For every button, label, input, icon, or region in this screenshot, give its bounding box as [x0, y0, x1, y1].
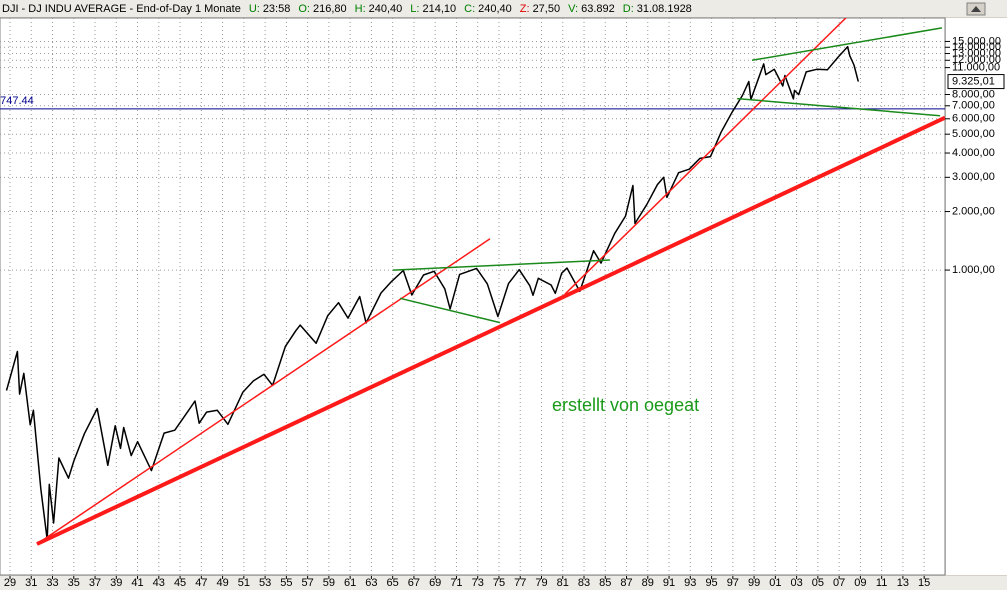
trendline — [737, 97, 941, 117]
y-tick-label: 6.000,00 — [952, 113, 995, 125]
x-tick-label: 77 — [514, 577, 526, 589]
trendline — [399, 297, 501, 324]
x-tick-label: 37 — [89, 577, 101, 589]
x-tick-label: 35 — [68, 577, 80, 589]
y-tick-label: 8.000,00 — [952, 88, 995, 100]
header-title: DJI - DJ INDU AVERAGE - End-of-Day 1 Mon… — [2, 3, 241, 15]
x-tick-label: 81 — [557, 577, 569, 589]
x-tick-label: 01 — [769, 577, 781, 589]
y-tick-label: 1.000,00 — [952, 264, 995, 276]
x-tick-label: 87 — [620, 577, 632, 589]
button-icon — [971, 6, 981, 12]
trendline — [36, 115, 945, 546]
x-tick-label: 63 — [365, 577, 377, 589]
x-tick-label: 73 — [472, 577, 484, 589]
x-tick-label: 83 — [578, 577, 590, 589]
header-key: U: — [249, 3, 260, 15]
x-tick-label: 71 — [450, 577, 462, 589]
x-tick-label: 79 — [535, 577, 547, 589]
x-tick-label: 13 — [897, 577, 909, 589]
x-tick-label: 39 — [110, 577, 122, 589]
header-key: V: — [568, 3, 578, 15]
header-bar — [0, 0, 1007, 17]
y-tick-label: 15.000,00 — [952, 35, 1001, 47]
x-tick-label: 53 — [259, 577, 271, 589]
price-line — [5, 45, 860, 541]
header-key: D: — [623, 3, 634, 15]
header-value: 240,40 — [369, 3, 403, 15]
header-value: 216,80 — [313, 3, 347, 15]
trendline — [392, 259, 610, 271]
overlay: DJI - DJ INDU AVERAGE - End-of-Day 1 Mon… — [0, 3, 1005, 589]
x-tick-label: 03 — [790, 577, 802, 589]
x-tick-label: 99 — [748, 577, 760, 589]
y-tick-label: 2.000,00 — [952, 205, 995, 217]
x-tick-label: 29 — [4, 577, 16, 589]
y-tick-label: 7.000,00 — [952, 100, 995, 112]
x-tick-label: 45 — [174, 577, 186, 589]
x-tick-label: 15 — [918, 577, 930, 589]
header-key: O: — [298, 3, 310, 15]
x-tick-label: 59 — [323, 577, 335, 589]
header-value: 63.892 — [581, 3, 615, 15]
header-key: L: — [410, 3, 419, 15]
y-tick-label: 3.000,00 — [952, 171, 995, 183]
x-tick-label: 93 — [684, 577, 696, 589]
x-tick-label: 05 — [812, 577, 824, 589]
reference-label: 6747.44 — [0, 95, 34, 107]
x-axis-panel — [0, 576, 1007, 590]
last-value-box — [947, 74, 1005, 90]
x-tick-label: 47 — [195, 577, 207, 589]
header-value: 27,50 — [533, 3, 561, 15]
x-tick-label: 07 — [833, 577, 845, 589]
y-tick-label: 13.000,00 — [952, 47, 1001, 59]
x-tick-label: 41 — [131, 577, 143, 589]
y-tick-label: 4.000,00 — [952, 147, 995, 159]
x-tick-label: 57 — [302, 577, 314, 589]
x-tick-label: 89 — [642, 577, 654, 589]
y-tick-label: 11.000,00 — [952, 62, 1000, 74]
header-value: 240,40 — [478, 3, 512, 15]
header-value: 214,10 — [422, 3, 456, 15]
y-tick-label: 14.000,00 — [952, 41, 1001, 53]
annotation: erstellt von oegeat — [552, 395, 699, 415]
header-key: H: — [355, 3, 366, 15]
plot — [0, 18, 945, 575]
trendline — [564, 18, 847, 295]
x-tick-label: 49 — [216, 577, 228, 589]
x-tick-label: 67 — [408, 577, 420, 589]
x-tick-label: 31 — [25, 577, 37, 589]
header-value: 31.08.1928 — [637, 3, 692, 15]
x-tick-label: 43 — [153, 577, 165, 589]
last-value-label: 9.325,01 — [952, 75, 995, 87]
header-key: C: — [464, 3, 475, 15]
x-tick-label: 09 — [854, 577, 866, 589]
header-key: Z: — [520, 3, 530, 15]
x-tick-label: 11 — [876, 577, 887, 589]
plot-area — [0, 17, 946, 576]
y-tick-label: 12.000,00 — [952, 54, 1001, 66]
x-tick-label: 97 — [727, 577, 739, 589]
x-tick-label: 61 — [344, 577, 356, 589]
x-tick-label: 51 — [238, 577, 250, 589]
trendline — [36, 238, 491, 545]
header-value: 23:58 — [263, 3, 291, 15]
y-axis-panel — [946, 18, 1007, 575]
x-tick-label: 91 — [663, 577, 675, 589]
x-tick-label: 95 — [705, 577, 717, 589]
x-tick-label: 65 — [387, 577, 399, 589]
x-tick-label: 33 — [46, 577, 58, 589]
x-tick-label: 69 — [429, 577, 441, 589]
y-tick-label: 5.000,00 — [952, 128, 995, 140]
trendline — [751, 27, 943, 62]
x-tick-label: 75 — [493, 577, 505, 589]
x-tick-label: 85 — [599, 577, 611, 589]
x-tick-label: 55 — [280, 577, 292, 589]
